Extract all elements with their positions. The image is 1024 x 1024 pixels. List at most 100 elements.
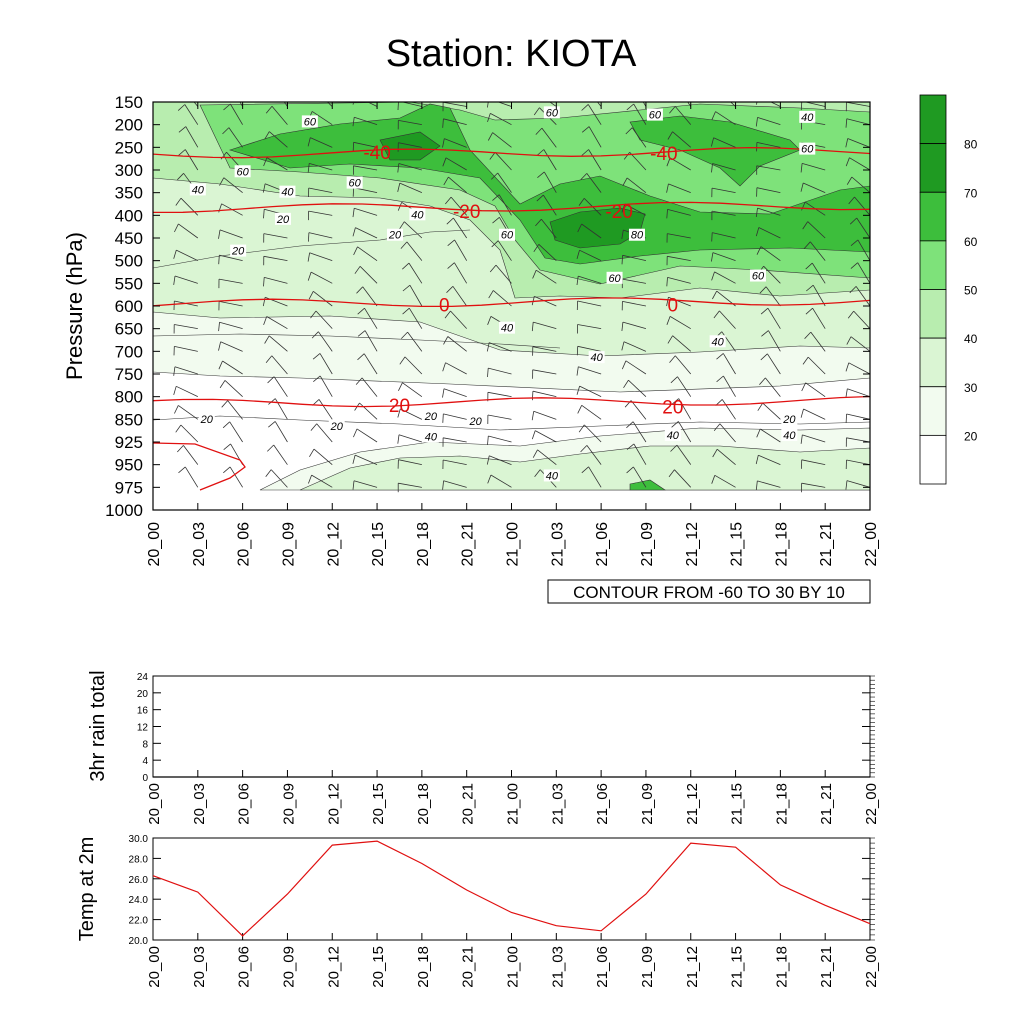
wind-barb-shaft (623, 341, 647, 352)
wind-barb-shaft (318, 399, 333, 420)
wind-barb-shaft (541, 218, 557, 239)
wind-barb-shaft (577, 345, 602, 352)
wind-barb-shaft (533, 410, 557, 420)
wind-barb-shaft (409, 285, 423, 307)
wind-barb-shaft (447, 336, 467, 352)
colorbar-tick-label: 40 (964, 332, 978, 346)
wind-barb-flag (802, 221, 809, 230)
wind-barb-shaft (810, 331, 826, 352)
y-tick-label: 22.0 (129, 916, 149, 927)
wind-barb-flag (177, 88, 183, 95)
wind-barb-shaft (230, 103, 243, 125)
wind-barb-flag (667, 335, 673, 344)
rh-contour-line (153, 229, 471, 269)
wind-barb-shaft (363, 353, 378, 375)
wind-barb-flag (308, 291, 314, 300)
wind-barb-flag (532, 391, 534, 401)
wind-barb-shaft (541, 127, 557, 148)
wind-barb-flag (755, 208, 758, 218)
wind-barb-shaft (578, 275, 602, 284)
wind-barb-flag (487, 474, 492, 484)
pressure-tick-label: 950 (115, 456, 143, 475)
wind-barb-flag (800, 408, 804, 418)
wind-barb-shaft (801, 482, 826, 488)
wind-barb-shaft (359, 266, 378, 284)
wind-barb-flag (850, 262, 858, 269)
wind-barb-shaft (443, 413, 467, 420)
rh-contour-label: 40 (667, 430, 680, 442)
rh-contour-label: 60 (304, 116, 317, 128)
wind-barb-flag (711, 271, 715, 281)
wind-barb-shaft (178, 405, 199, 420)
wind-barb-flag (800, 163, 803, 173)
wind-barb-shaft (319, 375, 333, 397)
colorbar-tick-label: 70 (964, 186, 978, 200)
wind-barb-shaft (227, 400, 243, 420)
wind-barb-flag (846, 336, 852, 345)
wind-barb-shaft (584, 424, 602, 443)
wind-barb-shaft (767, 307, 781, 329)
rh-label-background (230, 244, 247, 257)
wind-barb-shaft (667, 209, 691, 216)
wind-barb-shaft (577, 300, 602, 307)
wind-barb-flag (178, 466, 186, 474)
time-tick-label: 21_12 (684, 522, 701, 567)
wind-barb-flag (307, 163, 310, 173)
wind-barb-shaft (271, 355, 288, 375)
rh-contour-label: 40 (712, 336, 725, 348)
wind-barb-flag (711, 137, 714, 147)
wind-barb-shaft (408, 262, 423, 284)
wind-barb-flag (759, 286, 767, 294)
wind-barb-flag (621, 229, 624, 239)
colorbar-tick-label: 60 (964, 235, 978, 249)
wind-barb-flag (845, 157, 850, 167)
wind-barb-shaft (850, 336, 870, 352)
y-tick-label: 16 (137, 706, 149, 717)
wind-barb-shaft (667, 233, 691, 239)
wind-barb-flag (313, 375, 321, 383)
pressure-tick-label: 300 (115, 161, 143, 180)
wind-barb-flag (221, 400, 228, 408)
rh-label-background (301, 115, 318, 128)
wind-barb-shaft (633, 443, 647, 465)
wind-barb-flag (760, 307, 769, 315)
rh-fill-40-lower (299, 445, 870, 491)
wind-barb-flag (667, 131, 673, 140)
wind-barb-shaft (535, 269, 557, 284)
wind-barb-flag (800, 434, 803, 444)
wind-barb-shaft (309, 252, 333, 262)
wind-barb-shaft (763, 265, 781, 284)
rh-contour-label: 60 (801, 144, 814, 156)
wind-barb-shaft (309, 163, 333, 171)
pressure-tick-label: 1000 (105, 501, 143, 520)
wind-barb-shaft (399, 182, 423, 194)
wind-barb-shaft (453, 217, 468, 239)
wind-barb-flag (801, 382, 806, 392)
wind-barb-flag (447, 262, 455, 269)
time-tick-label: 20_00 (146, 522, 163, 567)
wind-barb-shaft (174, 366, 198, 375)
wind-barb-flag (310, 310, 317, 319)
wind-barb-shaft (445, 157, 467, 171)
wind-barb-flag (218, 229, 221, 239)
wind-barb-flag (486, 455, 490, 465)
wind-barb-shaft (361, 377, 378, 397)
wind-barb-flag (666, 316, 671, 325)
wind-barb-shaft (579, 385, 602, 398)
x-tick-label: 20_12 (325, 946, 342, 988)
wind-barb-flag (352, 227, 356, 237)
wind-barb-flag (577, 405, 583, 414)
wind-barb-flag (489, 264, 497, 273)
wind-barb-shaft (398, 142, 422, 148)
wind-barb-shaft (406, 241, 423, 261)
wind-barb-shaft (532, 390, 557, 398)
wind-barb-flag (626, 443, 635, 450)
wind-barb-shaft (308, 232, 333, 239)
wind-barb-flag (712, 449, 718, 458)
wind-barb-shaft (721, 399, 736, 420)
wind-barb-shaft (713, 137, 736, 148)
wind-barb-shaft (532, 346, 557, 352)
wind-barb-shaft (629, 152, 647, 171)
x-tick-label: 20_09 (280, 946, 297, 988)
